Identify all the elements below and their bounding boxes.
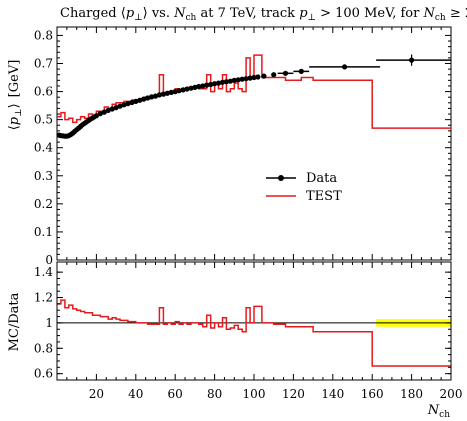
x-tick-label: 80 — [207, 387, 222, 401]
legend-test-label: TEST — [306, 189, 342, 204]
ratio-x-ticks: 20 40 60 80 100 120 140 160 180 200 — [56, 262, 463, 401]
data-point — [247, 75, 253, 81]
data-point — [196, 83, 202, 90]
data-point — [176, 88, 182, 94]
data-point — [109, 106, 115, 112]
data-point — [129, 99, 135, 106]
data-point — [125, 101, 131, 107]
x-tick-label: 140 — [321, 387, 344, 401]
data-point — [192, 84, 198, 90]
x-tick-label: 100 — [243, 387, 266, 401]
data-point — [133, 98, 139, 104]
main-y-tick-label: 0.4 — [34, 141, 53, 155]
data-point — [168, 89, 174, 95]
main-y-tick-label: 0.3 — [34, 169, 53, 183]
data-point — [117, 103, 123, 109]
data-point — [105, 107, 111, 113]
data-point — [164, 90, 170, 96]
ratio-panel: 0.6 0.8 1 1.2 1.4 20 40 60 80 100 120 140 160 180 200… — [7, 261, 463, 420]
data-point — [149, 94, 155, 100]
legend-data-label: Data — [306, 171, 337, 186]
data-point — [93, 113, 99, 119]
data-point — [239, 76, 245, 82]
x-tick-label: 200 — [440, 387, 463, 401]
data-point — [208, 81, 214, 88]
data-point — [160, 91, 166, 97]
data-point — [184, 86, 190, 92]
ratio-y-tick-label: 1.2 — [34, 291, 53, 305]
ratio-y-ticks: 0.6 0.8 1 1.2 1.4 — [34, 265, 451, 381]
data-point — [180, 87, 186, 93]
data-point — [101, 109, 107, 115]
data-point — [204, 82, 210, 88]
data-point — [97, 111, 103, 117]
data-point — [113, 105, 119, 111]
data-point — [282, 70, 289, 76]
data-point — [243, 76, 249, 82]
data-point — [342, 64, 348, 70]
data-point — [255, 74, 261, 80]
data-point — [227, 78, 233, 84]
data-point — [121, 102, 127, 108]
data-point — [261, 73, 267, 79]
data-point — [200, 83, 206, 89]
ratio-y-tick-label: 0.6 — [34, 367, 53, 381]
data-point — [212, 81, 218, 87]
main-y-tick-label: 0.8 — [34, 28, 53, 42]
data-point — [188, 85, 194, 91]
x-tick-label: 180 — [400, 387, 423, 401]
x-tick-label: 60 — [168, 387, 183, 401]
data-point — [298, 68, 304, 74]
data-point — [235, 77, 241, 83]
data-point — [271, 72, 277, 78]
main-y-tick-label: 0.1 — [34, 225, 53, 239]
main-y-tick-label: 0.2 — [34, 197, 53, 211]
ratio-y-axis-title: MC/Data — [7, 292, 22, 351]
main-y-ticks: 0 0.1 0.2 0.3 0.4 0.5 0.6 0.7 0.8 — [34, 28, 451, 267]
main-panel: 0 0.1 0.2 0.3 0.4 0.5 0.6 0.7 0.8 ⟨p⊥⟩[GeV] Data… — [7, 26, 452, 267]
data-point — [141, 96, 147, 102]
data-point — [172, 89, 178, 95]
data-point — [251, 74, 257, 81]
ratio-y-tick-label: 0.8 — [34, 341, 53, 355]
x-tick-label: 120 — [282, 387, 305, 401]
main-y-tick-label: 0.6 — [34, 85, 53, 99]
data-point — [409, 57, 415, 63]
x-tick-label: 40 — [128, 387, 143, 401]
legend: Data TEST — [266, 171, 342, 204]
x-axis-title: Nch — [427, 403, 450, 420]
data-point — [152, 93, 159, 99]
data-point — [231, 77, 237, 83]
chart-title: Charged ⟨p⊥⟩ vs. Nch at 7 TeV, track p⊥ … — [60, 6, 467, 23]
ratio-y-tick-label: 1.4 — [34, 265, 53, 279]
main-y-axis-title: ⟨p⊥⟩[GeV] — [7, 60, 24, 131]
ratio-y-tick-label: 1 — [45, 316, 53, 330]
data-point — [137, 97, 143, 103]
x-tick-label: 20 — [89, 387, 104, 401]
ratio-test-line — [57, 299, 451, 367]
main-y-tick-label: 0 — [45, 253, 53, 267]
data-series-points — [57, 54, 451, 139]
data-point — [223, 79, 229, 85]
data-point — [215, 80, 222, 86]
legend-data-marker — [278, 175, 284, 181]
main-y-tick-label: 0.7 — [34, 56, 53, 70]
test-series-line — [57, 54, 451, 129]
main-x-ticks — [56, 27, 452, 260]
x-tick-label: 160 — [361, 387, 384, 401]
data-point — [145, 95, 151, 101]
data-point — [156, 92, 162, 98]
data-point — [219, 79, 226, 85]
main-y-tick-label: 0.5 — [34, 113, 53, 127]
